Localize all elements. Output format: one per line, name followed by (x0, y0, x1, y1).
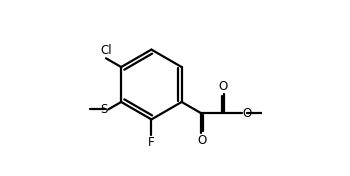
Text: Cl: Cl (100, 45, 112, 57)
Text: S: S (100, 103, 107, 116)
Text: O: O (242, 107, 252, 120)
Text: O: O (219, 80, 228, 93)
Text: O: O (198, 134, 207, 147)
Text: F: F (148, 136, 155, 149)
